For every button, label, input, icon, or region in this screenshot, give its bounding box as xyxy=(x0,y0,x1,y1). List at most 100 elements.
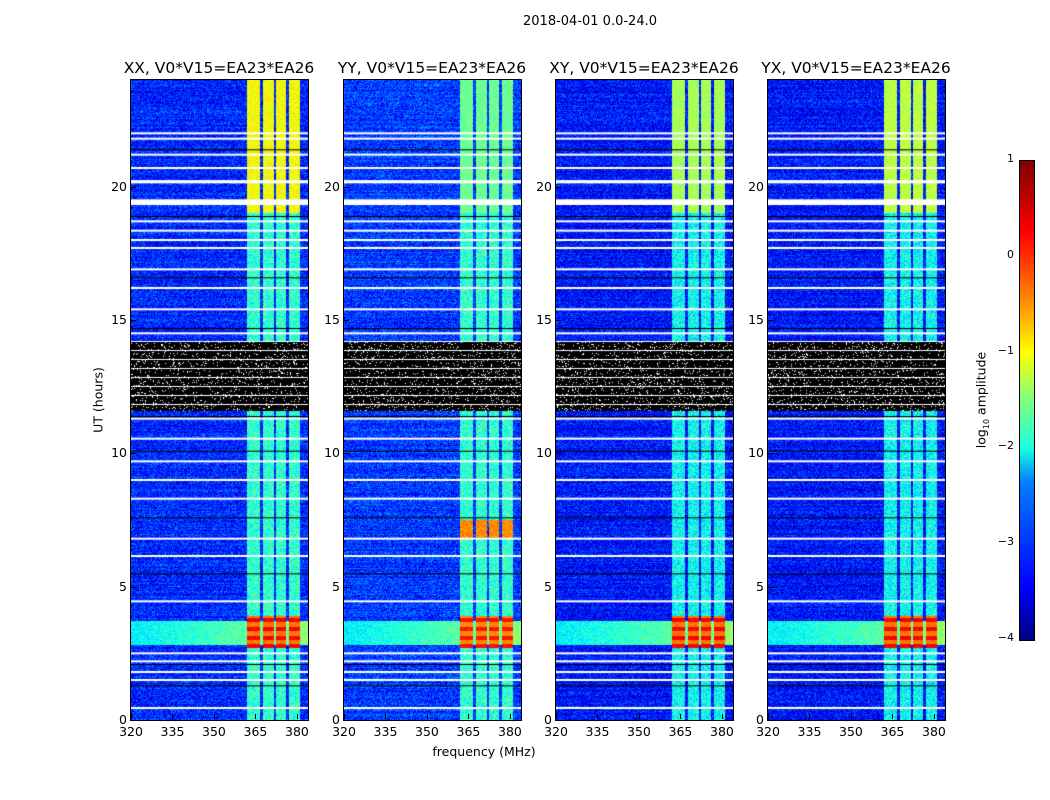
x-tick-label: 365 xyxy=(880,724,905,739)
y-tick-mark xyxy=(556,586,561,588)
y-tick-label: 5 xyxy=(756,578,764,594)
panel-title-3: YX, V0*V15=EA23*EA26 xyxy=(761,59,951,77)
y-tick-label: 5 xyxy=(119,578,127,594)
y-tick-label: 0 xyxy=(119,712,127,727)
y-tick-mark xyxy=(768,453,773,455)
x-tick-label: 350 xyxy=(627,724,651,739)
colorbar-tick-label: 1 xyxy=(1007,152,1014,165)
heatmap-canvas xyxy=(556,80,733,720)
y-tick-label: 0 xyxy=(332,712,340,727)
x-tick-label: 350 xyxy=(202,724,226,739)
x-tick-mark xyxy=(468,714,470,719)
x-tick-mark xyxy=(638,714,640,719)
y-tick-label: 20 xyxy=(324,178,340,194)
x-tick-label: 350 xyxy=(415,724,439,739)
x-tick-label: 380 xyxy=(285,724,309,739)
y-tick-mark xyxy=(556,186,561,188)
x-tick-label: 335 xyxy=(585,724,610,739)
x-tick-mark xyxy=(213,714,215,719)
x-tick-label: 380 xyxy=(710,724,734,739)
colorbar-label: log10 amplitude xyxy=(973,351,991,449)
x-tick-mark xyxy=(556,714,557,719)
heatmap-panel-0 xyxy=(130,79,309,721)
y-tick-mark xyxy=(344,586,349,588)
x-tick-mark xyxy=(892,714,894,719)
y-tick-mark xyxy=(556,453,561,455)
y-tick-mark xyxy=(344,320,349,321)
x-tick-mark xyxy=(850,714,852,719)
x-tick-mark xyxy=(933,714,935,719)
y-tick-label: 5 xyxy=(332,578,340,594)
x-tick-mark xyxy=(597,714,599,719)
x-tick-mark xyxy=(344,714,345,719)
x-tick-label: 380 xyxy=(498,724,522,739)
y-tick-label: 10 xyxy=(748,445,764,461)
x-tick-mark xyxy=(426,714,428,719)
y-tick-label: 15 xyxy=(111,312,127,327)
y-tick-label: 20 xyxy=(111,178,127,194)
y-tick-mark xyxy=(131,453,136,455)
x-tick-label: 365 xyxy=(668,724,693,739)
y-tick-label: 0 xyxy=(756,712,764,727)
x-tick-mark xyxy=(768,714,769,719)
y-tick-label: 10 xyxy=(324,445,340,461)
y-tick-mark xyxy=(131,186,136,188)
y-tick-label: 15 xyxy=(536,312,552,327)
heatmap-panel-1 xyxy=(343,79,522,721)
x-tick-label: 320 xyxy=(119,724,143,739)
x-tick-mark xyxy=(255,714,257,719)
y-tick-label: 15 xyxy=(748,312,764,327)
y-tick-mark xyxy=(768,186,773,188)
y-tick-mark xyxy=(556,320,561,321)
x-tick-mark xyxy=(809,714,811,719)
panel-title-2: XY, V0*V15=EA23*EA26 xyxy=(549,59,739,77)
y-tick-mark xyxy=(768,320,773,321)
y-tick-label: 10 xyxy=(111,445,127,461)
colorbar-tick-label: 0 xyxy=(1007,247,1014,261)
x-tick-label: 335 xyxy=(160,724,185,739)
x-tick-label: 380 xyxy=(922,724,946,739)
heatmap-canvas xyxy=(131,80,308,720)
y-tick-label: 5 xyxy=(544,578,552,594)
y-tick-label: 20 xyxy=(536,178,552,194)
x-tick-label: 335 xyxy=(373,724,398,739)
colorbar-tick-label: −4 xyxy=(997,631,1014,644)
y-tick-mark xyxy=(131,720,136,721)
figure-title: 2018-04-01 0.0-24.0 xyxy=(523,14,657,29)
y-tick-mark xyxy=(768,586,773,588)
x-tick-label: 365 xyxy=(456,724,481,739)
x-tick-label: 320 xyxy=(544,724,568,739)
heatmap-canvas xyxy=(344,80,521,720)
y-tick-label: 0 xyxy=(544,712,552,727)
x-tick-label: 320 xyxy=(756,724,780,739)
x-tick-mark xyxy=(680,714,682,719)
y-tick-mark xyxy=(131,320,136,321)
colorbar xyxy=(1019,160,1035,641)
y-tick-mark xyxy=(344,186,349,188)
x-tick-mark xyxy=(131,714,132,719)
x-tick-label: 335 xyxy=(797,724,822,739)
heatmap-canvas xyxy=(768,80,945,720)
colorbar-tick-label: −3 xyxy=(997,535,1014,549)
x-tick-label: 350 xyxy=(839,724,863,739)
y-tick-mark xyxy=(344,720,349,721)
x-axis-label: frequency (MHz) xyxy=(432,744,536,759)
x-tick-mark xyxy=(509,714,511,719)
y-tick-mark xyxy=(556,720,561,721)
y-tick-mark xyxy=(768,720,773,721)
x-tick-mark xyxy=(172,714,174,719)
x-tick-mark xyxy=(296,714,298,719)
y-tick-label: 10 xyxy=(536,445,552,461)
y-tick-label: 15 xyxy=(324,312,340,327)
y-axis-label: UT (hours) xyxy=(90,367,106,433)
colorbar-tick-label: −2 xyxy=(997,439,1014,453)
x-tick-mark xyxy=(721,714,723,719)
panel-title-1: YY, V0*V15=EA23*EA26 xyxy=(337,59,527,77)
y-tick-mark xyxy=(344,453,349,455)
heatmap-panel-2 xyxy=(555,79,734,721)
x-tick-label: 320 xyxy=(332,724,356,739)
colorbar-tick-label: −1 xyxy=(997,343,1014,357)
y-tick-mark xyxy=(131,586,136,588)
x-tick-label: 365 xyxy=(243,724,268,739)
x-tick-mark xyxy=(385,714,387,719)
